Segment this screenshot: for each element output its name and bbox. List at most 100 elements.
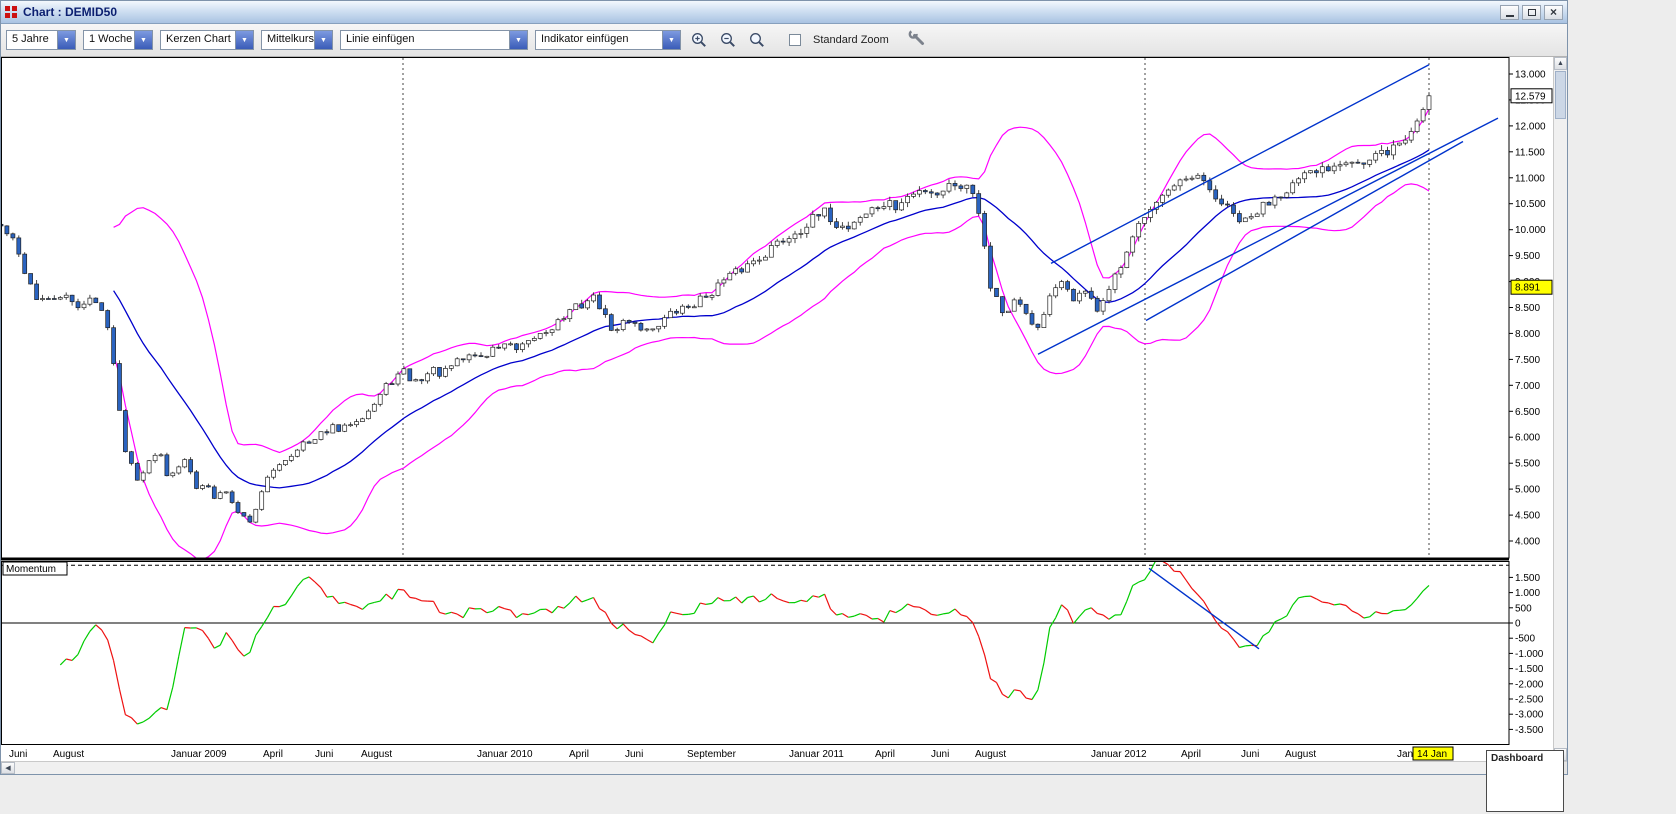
last-price-label: 12.579 (1515, 91, 1546, 102)
standard-zoom-label: Standard Zoom (813, 34, 889, 46)
horizontal-scroll-track[interactable] (15, 762, 1538, 774)
momentum-tick-label: -2.000 (1515, 679, 1544, 690)
x-axis-label: Januar 2011 (789, 749, 844, 760)
close-button[interactable]: × (1544, 5, 1563, 20)
panel-separator (1, 558, 1509, 561)
chevron-down-icon[interactable]: ▼ (57, 31, 75, 49)
x-axis-label: Juni (1241, 749, 1259, 760)
insert-indicator-dropdown[interactable]: Indikator einfügen ▼ (535, 30, 681, 50)
momentum-tick-label: -1.000 (1515, 649, 1544, 660)
price-tick-label: 13.000 (1515, 70, 1546, 81)
maximize-icon (1528, 9, 1536, 16)
vertical-scrollbar[interactable]: ▲ ▼ (1553, 57, 1567, 761)
dashboard-window[interactable]: Dashboard (1486, 750, 1564, 812)
candlesticks (1, 92, 1431, 523)
interval-dropdown[interactable]: 1 Woche ▼ (83, 30, 153, 50)
main-panel-border (2, 58, 1510, 559)
settings-wrench-button[interactable] (908, 29, 926, 52)
x-axis-label: Juni (931, 749, 949, 760)
chevron-down-icon[interactable]: ▼ (662, 31, 680, 49)
zoom-in-icon (690, 31, 708, 49)
price-type-dropdown-value: Mittelkurs (262, 31, 314, 49)
price-marker-label: 8.891 (1515, 283, 1540, 294)
bollinger-upper-band (114, 109, 1429, 453)
range-dropdown-value: 5 Jahre (7, 31, 57, 49)
main-plot (1, 58, 1498, 560)
momentum-tick-label: 1.000 (1515, 588, 1540, 599)
price-tick-label: 5.000 (1515, 485, 1540, 496)
x-axis-label: April (1181, 749, 1201, 760)
zoom-window-icon (748, 31, 766, 49)
horizontal-scrollbar[interactable]: ◀ ▶ (1, 761, 1567, 774)
chevron-down-icon[interactable]: ▼ (235, 31, 253, 49)
price-tick-label: 4.500 (1515, 511, 1540, 522)
x-axis-label: Juni (9, 749, 27, 760)
price-tick-label: 9.500 (1515, 251, 1540, 262)
price-tick-label: 5.500 (1515, 459, 1540, 470)
price-tick-label: 4.000 (1515, 537, 1540, 548)
zoom-out-button[interactable] (717, 29, 739, 51)
price-tick-label: 8.000 (1515, 329, 1540, 340)
momentum-trendline[interactable] (1149, 568, 1259, 649)
momentum-tick-label: 500 (1515, 603, 1532, 614)
current-date-label: 14 Jan (1417, 749, 1447, 760)
vertical-scroll-thumb[interactable] (1555, 71, 1566, 119)
interval-dropdown-value: 1 Woche (84, 31, 134, 49)
maximize-button[interactable] (1522, 5, 1541, 20)
scroll-left-button[interactable]: ◀ (1, 762, 15, 774)
titlebar[interactable]: Chart : DEMID50 × (1, 1, 1567, 24)
chevron-down-icon[interactable]: ▼ (134, 31, 152, 49)
momentum-tick-label: -2.500 (1515, 695, 1544, 706)
x-axis-label: April (875, 749, 895, 760)
x-axis-label: August (53, 749, 84, 760)
price-chart[interactable]: Momentum13.00012.50012.00011.50011.00010… (1, 57, 1553, 761)
price-tick-label: 11.000 (1515, 173, 1545, 184)
close-icon: × (1550, 6, 1557, 18)
momentum-tick-label: 0 (1515, 619, 1521, 630)
price-tick-label: 7.000 (1515, 381, 1540, 392)
wrench-icon (908, 29, 926, 47)
toolbar: 5 Jahre ▼ 1 Woche ▼ Kerzen Chart ▼ Mitte… (1, 24, 1567, 57)
trendline[interactable] (1051, 65, 1429, 264)
minimize-icon (1506, 15, 1514, 17)
x-axis-label: August (1285, 749, 1316, 760)
price-tick-label: 7.500 (1515, 355, 1540, 366)
scroll-up-button[interactable]: ▲ (1554, 57, 1567, 70)
x-axis-label: April (569, 749, 589, 760)
chart-type-dropdown[interactable]: Kerzen Chart ▼ (160, 30, 254, 50)
momentum-plot (1, 559, 1509, 724)
momentum-tick-label: -3.000 (1515, 710, 1544, 721)
range-dropdown[interactable]: 5 Jahre ▼ (6, 30, 76, 50)
bollinger-lower-band (114, 184, 1429, 560)
x-axis-label: Juni (625, 749, 643, 760)
price-type-dropdown[interactable]: Mittelkurs ▼ (261, 30, 333, 50)
minimize-button[interactable] (1500, 5, 1519, 20)
dashboard-title: Dashboard (1491, 753, 1543, 764)
x-axis-label: April (263, 749, 283, 760)
insert-line-dropdown-value: Linie einfügen (341, 31, 509, 49)
price-tick-label: 12.000 (1515, 121, 1546, 132)
vertical-scroll-track[interactable] (1554, 120, 1567, 748)
price-tick-label: 10.500 (1515, 199, 1546, 210)
chart-type-dropdown-value: Kerzen Chart (161, 31, 235, 49)
momentum-tick-label: -1.500 (1515, 664, 1544, 675)
chevron-down-icon[interactable]: ▼ (509, 31, 527, 49)
momentum-tick-label: -500 (1515, 634, 1535, 645)
momentum-panel-border (2, 562, 1510, 745)
price-tick-label: 6.500 (1515, 407, 1540, 418)
chart-window: Chart : DEMID50 × 5 Jahre ▼ 1 Woche ▼ Ke… (0, 0, 1568, 775)
x-axis-label: Januar 2012 (1091, 749, 1147, 760)
price-tick-label: 8.500 (1515, 303, 1540, 314)
momentum-tick-label: 1.500 (1515, 573, 1540, 584)
zoom-window-button[interactable] (746, 29, 768, 51)
insert-indicator-dropdown-value: Indikator einfügen (536, 31, 662, 49)
standard-zoom-checkbox[interactable] (789, 34, 801, 46)
zoom-in-button[interactable] (688, 29, 710, 51)
trendline[interactable] (1146, 142, 1463, 321)
x-axis-label: August (361, 749, 392, 760)
x-axis-label: August (975, 749, 1006, 760)
momentum-label: Momentum (6, 564, 56, 575)
x-axis-label: Juni (315, 749, 333, 760)
insert-line-dropdown[interactable]: Linie einfügen ▼ (340, 30, 528, 50)
chevron-down-icon[interactable]: ▼ (314, 31, 332, 49)
